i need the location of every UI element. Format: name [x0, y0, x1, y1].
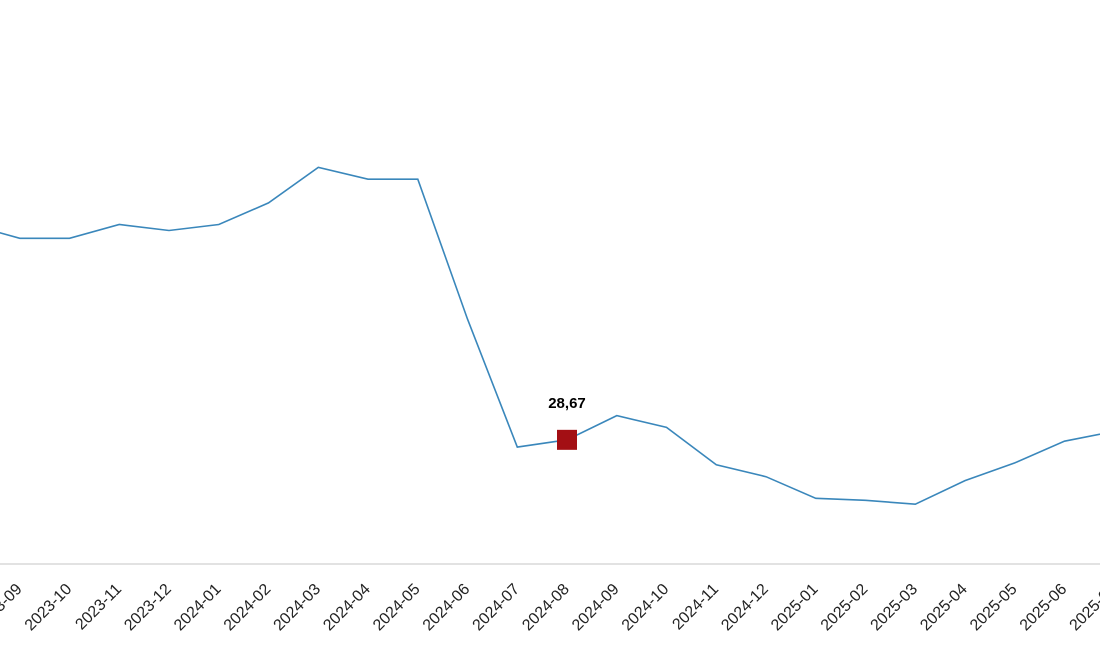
x-tick-label: 2023-09 [0, 581, 26, 635]
x-tick-label: 2024-12 [718, 581, 772, 635]
x-tick-label: 2024-04 [320, 581, 374, 635]
x-tick-label: 2024-02 [221, 581, 275, 635]
highlight-data-label: 28,67 [548, 395, 586, 412]
x-tick-label: 2025-02 [818, 581, 872, 635]
x-tick-label: 2024-11 [669, 581, 722, 634]
x-tick-label: 2024-09 [569, 581, 623, 635]
x-tick-label: 2024-08 [519, 581, 573, 635]
x-tick-label: 2023-10 [22, 581, 76, 635]
x-tick-label: 2025-06 [1017, 581, 1071, 635]
x-tick-label: 2025-05 [967, 581, 1021, 635]
x-tick-label: 2023-12 [121, 581, 175, 635]
x-tick-label: 2024-01 [171, 581, 225, 635]
x-tick-label: 2024-05 [370, 581, 424, 635]
x-axis-ticks: 2023-092023-102023-112023-122024-012024-… [0, 581, 1100, 635]
highlight-marker [557, 429, 577, 450]
x-tick-label: 2025-07 [1067, 581, 1100, 635]
x-tick-label: 2023-11 [72, 581, 125, 634]
x-tick-label: 2024-10 [619, 581, 673, 635]
x-tick-label: 2025-04 [917, 581, 971, 635]
x-tick-label: 2024-07 [470, 581, 524, 635]
series-line [0, 166, 1100, 506]
x-tick-label: 2025-03 [868, 581, 922, 635]
x-tick-label: 2024-03 [271, 581, 325, 635]
x-tick-label: 2024-06 [420, 581, 474, 635]
x-tick-label: 2025-01 [768, 581, 822, 635]
